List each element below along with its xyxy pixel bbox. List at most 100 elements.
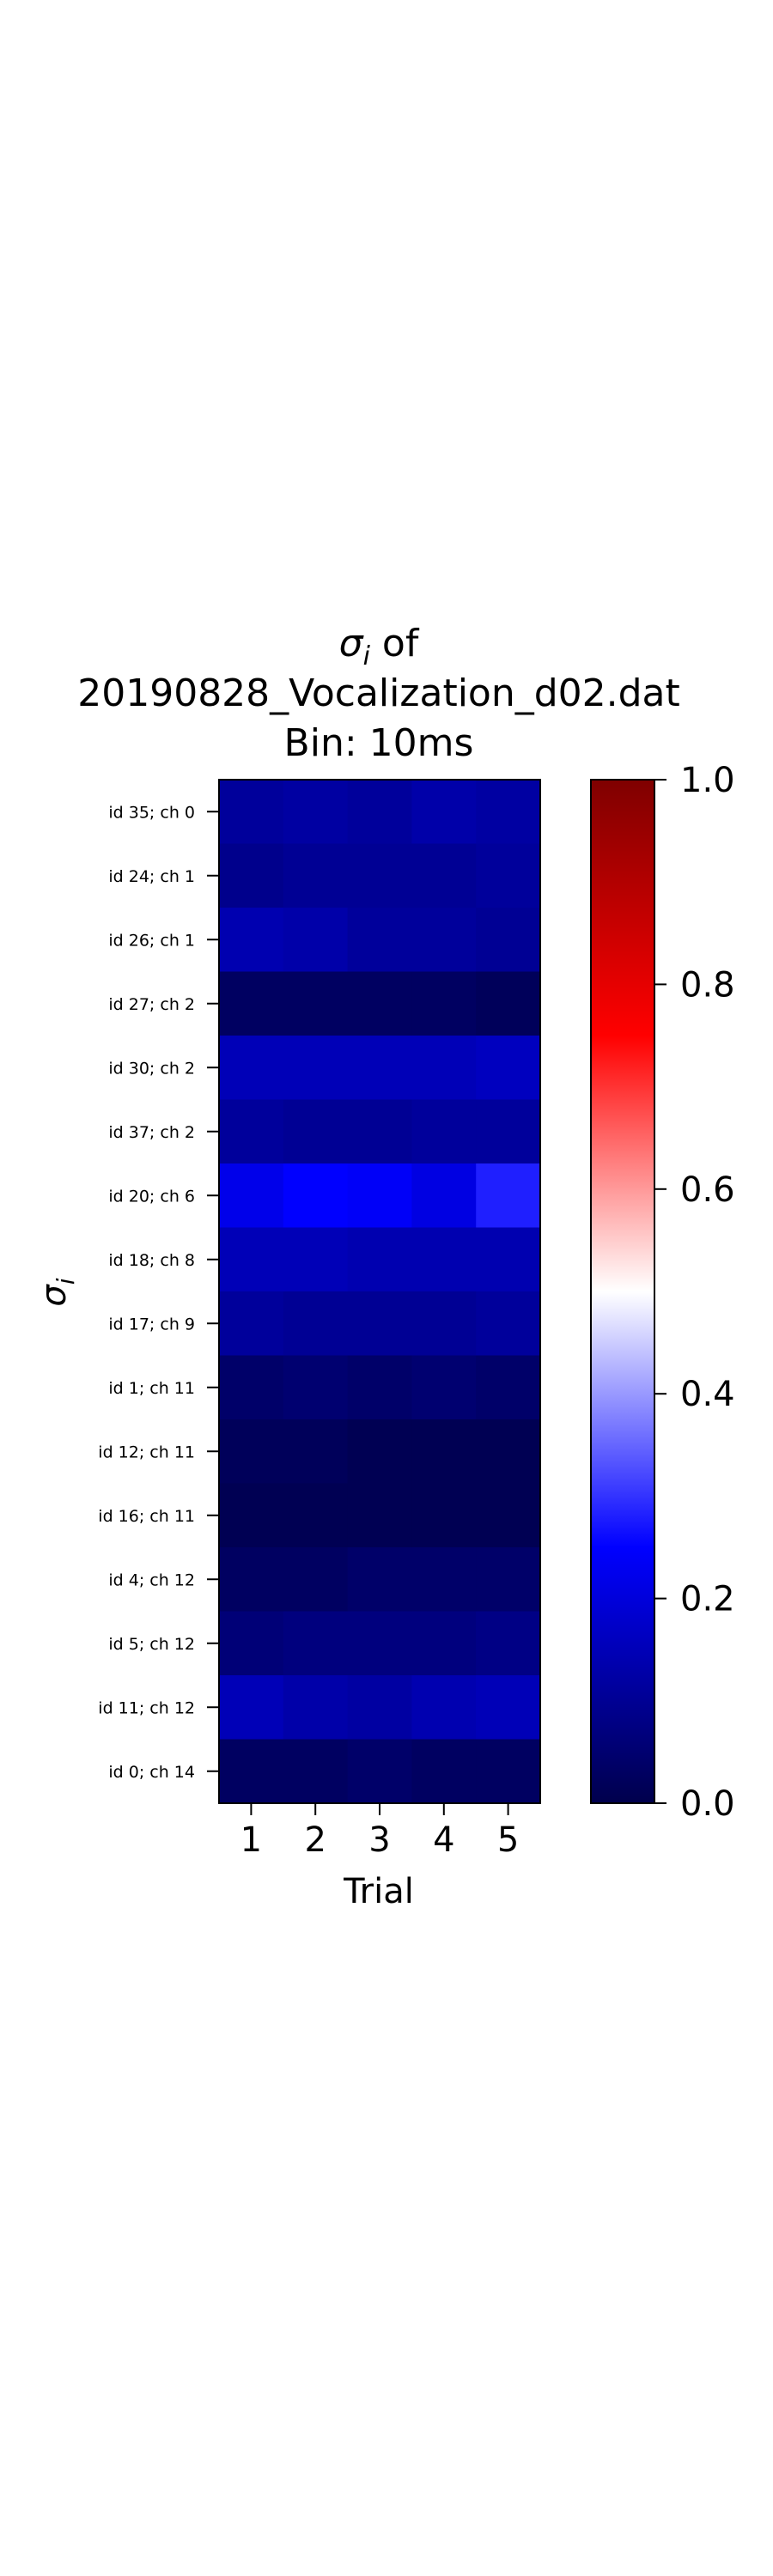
- heatmap-cell: [219, 1419, 284, 1485]
- heatmap-cell: [347, 1227, 412, 1292]
- colorbar-tick-label: 0.0: [680, 1784, 735, 1824]
- heatmap-cell: [476, 908, 541, 973]
- y-tick-label: id 18; ch 8: [108, 1251, 195, 1270]
- heatmap-cell: [347, 1675, 412, 1741]
- heatmap-cell: [283, 1036, 349, 1101]
- heatmap-cell: [283, 1611, 349, 1676]
- heatmap-cell: [476, 971, 541, 1036]
- heatmap-cell: [476, 1291, 541, 1357]
- heatmap-cell: [219, 1227, 284, 1292]
- heatmap-cell: [219, 780, 284, 845]
- heatmap-cell: [347, 908, 412, 973]
- heatmap-cell: [347, 1036, 412, 1101]
- heatmap-cell: [219, 1036, 284, 1101]
- heatmap-cell: [411, 908, 477, 973]
- heatmap-cell: [476, 780, 541, 845]
- heatmap-cell: [476, 1483, 541, 1548]
- heatmap-cell: [283, 843, 349, 908]
- y-tick-label: id 5; ch 12: [108, 1635, 195, 1654]
- y-axis-label: σi: [34, 1278, 80, 1306]
- heatmap-cell: [219, 908, 284, 973]
- heatmap-cell: [219, 971, 284, 1036]
- y-tick-label: id 16; ch 11: [98, 1507, 195, 1526]
- heatmap-cell: [283, 971, 349, 1036]
- heatmap-cell: [347, 1163, 412, 1229]
- colorbar: [591, 780, 654, 1803]
- x-axis-ticks: 1 2 3 4 5: [240, 1803, 519, 1860]
- colorbar-tick-label: 0.4: [680, 1375, 735, 1414]
- heatmap-cell: [476, 1547, 541, 1613]
- y-tick-label: id 24; ch 1: [108, 867, 195, 886]
- heatmap-cell: [476, 1099, 541, 1164]
- heatmap-cell: [411, 1099, 477, 1164]
- heatmap-cell: [283, 780, 349, 845]
- y-tick-label: id 1; ch 11: [108, 1379, 195, 1398]
- heatmap-cell: [476, 1611, 541, 1676]
- heatmap-cell: [283, 1227, 349, 1292]
- heatmap-cell: [347, 780, 412, 845]
- heatmap-cell: [476, 1227, 541, 1292]
- heatmap-cell: [411, 971, 477, 1036]
- heatmap-cell: [219, 1739, 284, 1804]
- heatmap-cell: [411, 843, 477, 908]
- y-tick-label: id 11; ch 12: [98, 1698, 195, 1717]
- y-tick-label: id 20; ch 6: [108, 1187, 195, 1206]
- heatmap-cell: [347, 1099, 412, 1164]
- heatmap-cell: [283, 1675, 349, 1741]
- heatmap-cell: [347, 843, 412, 908]
- colorbar-ticks: 0.0 0.2 0.4 0.6 0.8 1.0: [654, 761, 735, 1824]
- y-tick-label: id 0; ch 14: [108, 1763, 195, 1782]
- heatmap-cell: [347, 1355, 412, 1420]
- heatmap-cell: [347, 1483, 412, 1548]
- heatmap-cell: [476, 843, 541, 908]
- heatmap-cell: [411, 1547, 477, 1613]
- heatmap-cell: [283, 1483, 349, 1548]
- heatmap-cell: [411, 1675, 477, 1741]
- heatmap-cell: [283, 1739, 349, 1804]
- heatmap-cell: [476, 1355, 541, 1420]
- heatmap-cell: [411, 1419, 477, 1485]
- heatmap-cell: [347, 1739, 412, 1804]
- heatmap-cell: [219, 843, 284, 908]
- colorbar-frame: [590, 779, 655, 1804]
- colorbar-tick-label: 0.2: [680, 1580, 735, 1619]
- heatmap-cell: [283, 1419, 349, 1485]
- heatmap-cell: [411, 1291, 477, 1357]
- x-tick-label: 1: [240, 1820, 262, 1860]
- heatmap-cell: [283, 1355, 349, 1420]
- heatmap-cells: [219, 780, 541, 1804]
- heatmap-cell: [219, 1675, 284, 1741]
- y-tick-label: id 4; ch 12: [108, 1571, 195, 1589]
- colorbar-tick-label: 1.0: [680, 761, 735, 800]
- heatmap-cell: [476, 1675, 541, 1741]
- heatmap-cell: [219, 1291, 284, 1357]
- heatmap-cell: [219, 1355, 284, 1420]
- heatmap-cell: [476, 1163, 541, 1229]
- heatmap-cell: [347, 1547, 412, 1613]
- chart-title-line3: Bin: 10ms: [284, 721, 474, 765]
- heatmap-cell: [411, 1611, 477, 1676]
- heatmap-cell: [347, 1611, 412, 1676]
- heatmap-cell: [411, 1163, 477, 1229]
- heatmap-cell: [411, 1227, 477, 1292]
- y-tick-label: id 12; ch 11: [98, 1443, 195, 1461]
- heatmap-cell: [411, 780, 477, 845]
- heatmap-cell: [476, 1739, 541, 1804]
- heatmap-cell: [283, 1547, 349, 1613]
- y-tick-label: id 37; ch 2: [108, 1123, 195, 1142]
- heatmap-cell: [283, 908, 349, 973]
- heatmap-cell: [283, 1291, 349, 1357]
- y-tick-label: id 17; ch 9: [108, 1315, 195, 1334]
- heatmap-cell: [411, 1739, 477, 1804]
- heatmap-cell: [283, 1099, 349, 1164]
- x-axis-label: Trial: [343, 1872, 414, 1911]
- x-tick-label: 3: [368, 1820, 390, 1860]
- heatmap-cell: [283, 1163, 349, 1229]
- chart-title-line1: σi of: [339, 622, 420, 671]
- y-tick-label: id 26; ch 1: [108, 931, 195, 950]
- y-tick-label: id 30; ch 2: [108, 1059, 195, 1078]
- y-axis-ticks: id 35; ch 0 id 24; ch 1 id 26; ch 1 id 27; …: [98, 803, 219, 1782]
- colorbar-tick-label: 0.6: [680, 1170, 735, 1210]
- y-tick-label: id 35; ch 0: [108, 803, 195, 822]
